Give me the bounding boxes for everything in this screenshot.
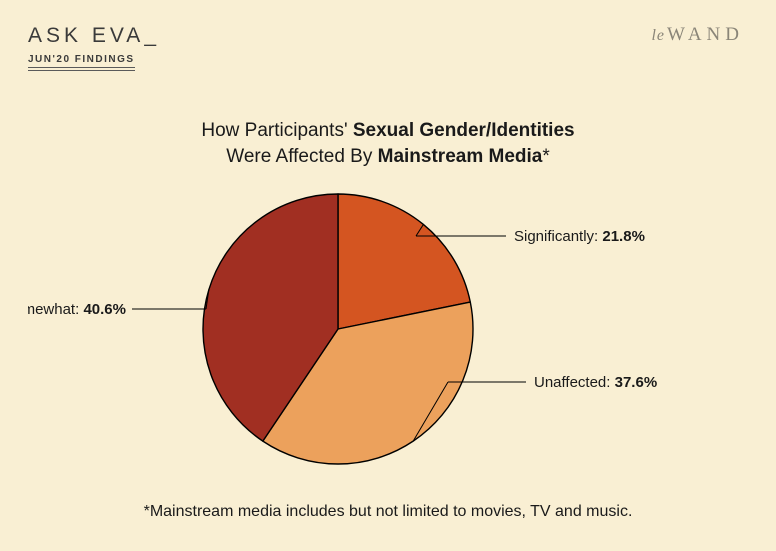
subline: JUN'20 FINDINGS (28, 54, 135, 68)
brand-right-prefix: le (651, 27, 665, 44)
pie-svg: Significantly: 21.8% Unaffected: 37.6% Som… (28, 174, 748, 494)
pie-chart: Significantly: 21.8% Unaffected: 37.6% Som… (0, 174, 776, 494)
title-l2-bold: Mainstream Media (378, 146, 543, 167)
slice-label-unaffected: Unaffected: 37.6% (534, 374, 657, 391)
title-l2-plain: Were Affected By (226, 146, 377, 167)
brand-right: leWAND (651, 24, 744, 46)
title-l1-plain: How Participants' (201, 120, 352, 141)
chart-title: How Participants' Sexual Gender/Identiti… (0, 118, 776, 169)
slice-label-significantly: Significantly: 21.8% (514, 228, 645, 245)
title-l2-suffix: * (542, 146, 549, 167)
title-l1-bold: Sexual Gender/Identities (353, 120, 575, 141)
brand-right-main: WAND (667, 24, 744, 45)
brand-left: ASK EVA_ (28, 24, 160, 48)
header-left: ASK EVA_ JUN'20 FINDINGS (28, 24, 160, 68)
slice-label-somewhat: Somewhat: 40.6% (28, 301, 126, 318)
footnote: *Mainstream media includes but not limit… (0, 503, 776, 521)
